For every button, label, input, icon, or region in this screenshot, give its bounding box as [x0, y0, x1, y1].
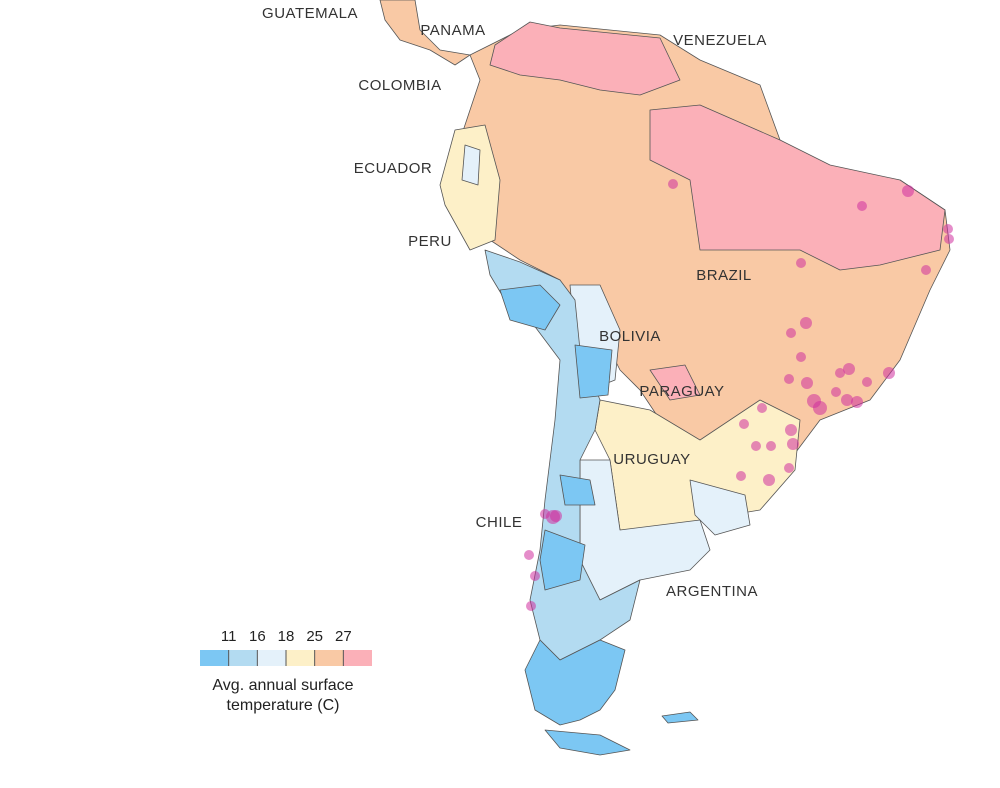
city-dot: [526, 601, 536, 611]
city-dot: [851, 396, 863, 408]
regions: [379, 0, 951, 756]
region: [439, 124, 501, 251]
city-dot: [766, 441, 776, 451]
legend-title: Avg. annual surface temperature (C): [212, 677, 354, 714]
country-label: CHILE: [476, 514, 523, 531]
region: [649, 104, 946, 271]
city-dot: [843, 363, 855, 375]
city-dot: [796, 352, 806, 362]
city-dot: [785, 424, 797, 436]
city-dot: [831, 387, 841, 397]
city-dot: [736, 471, 746, 481]
legend-tick-label: 27: [335, 628, 352, 645]
country-label: VENEZUELA: [673, 32, 767, 49]
city-dot: [739, 419, 749, 429]
city-dot: [784, 374, 794, 384]
country-label: GUATEMALA: [262, 5, 358, 22]
city-dot: [524, 550, 534, 560]
legend-swatch: [200, 650, 229, 666]
region: [559, 474, 596, 506]
city-dot: [800, 317, 812, 329]
region: [544, 729, 631, 756]
city-dot: [550, 510, 562, 522]
legend-swatch: [286, 650, 315, 666]
region: [661, 711, 699, 724]
region: [484, 249, 641, 661]
city-dot: [883, 367, 895, 379]
city-dot: [813, 401, 827, 415]
city-dot: [943, 224, 953, 234]
country-labels: GUATEMALA PANAMA VENEZUELA COLOMBIA ECUADOR P…: [262, 5, 767, 600]
legend-tick-label: 11: [221, 628, 237, 645]
legend-swatch: [228, 650, 258, 666]
country-label: URUGUAY: [613, 451, 690, 468]
region: [689, 479, 751, 536]
city-dot: [763, 474, 775, 486]
region: [539, 529, 586, 591]
legend-tick-label: 16: [249, 628, 266, 645]
country-label: COLOMBIA: [358, 77, 441, 94]
legend-tick-label: 18: [278, 628, 295, 645]
dots: [524, 179, 954, 611]
city-dot: [784, 463, 794, 473]
legend-tick-label: 25: [306, 628, 323, 645]
country-label: BOLIVIA: [599, 328, 661, 345]
country-label: BRAZIL: [696, 267, 752, 284]
country-label: ECUADOR: [354, 160, 433, 177]
city-dot: [757, 403, 767, 413]
city-dot: [668, 179, 678, 189]
city-dot: [786, 328, 796, 338]
country-label: ARGENTINA: [666, 583, 758, 600]
city-dot: [862, 377, 872, 387]
region: [489, 21, 681, 96]
region: [524, 639, 626, 726]
city-dot: [530, 571, 540, 581]
city-dot: [796, 258, 806, 268]
region: [574, 344, 613, 399]
region: [461, 144, 481, 186]
legend-swatch: [343, 650, 372, 666]
city-dot: [921, 265, 931, 275]
country-label: PANAMA: [420, 22, 485, 39]
city-dot: [944, 234, 954, 244]
country-label: PARAGUAY: [639, 383, 724, 400]
city-dot: [751, 441, 761, 451]
legend-swatch: [257, 650, 286, 666]
legend: 11 16 18 25 27: [200, 628, 372, 666]
city-dot: [902, 185, 914, 197]
city-dot: [835, 368, 845, 378]
region: [649, 364, 701, 401]
region: [379, 0, 471, 66]
legend-swatch: [314, 650, 344, 666]
region: [499, 284, 561, 331]
city-dot: [857, 201, 867, 211]
city-dot: [787, 438, 799, 450]
city-dot: [841, 394, 853, 406]
country-label: PERU: [408, 233, 452, 250]
city-dot: [801, 377, 813, 389]
